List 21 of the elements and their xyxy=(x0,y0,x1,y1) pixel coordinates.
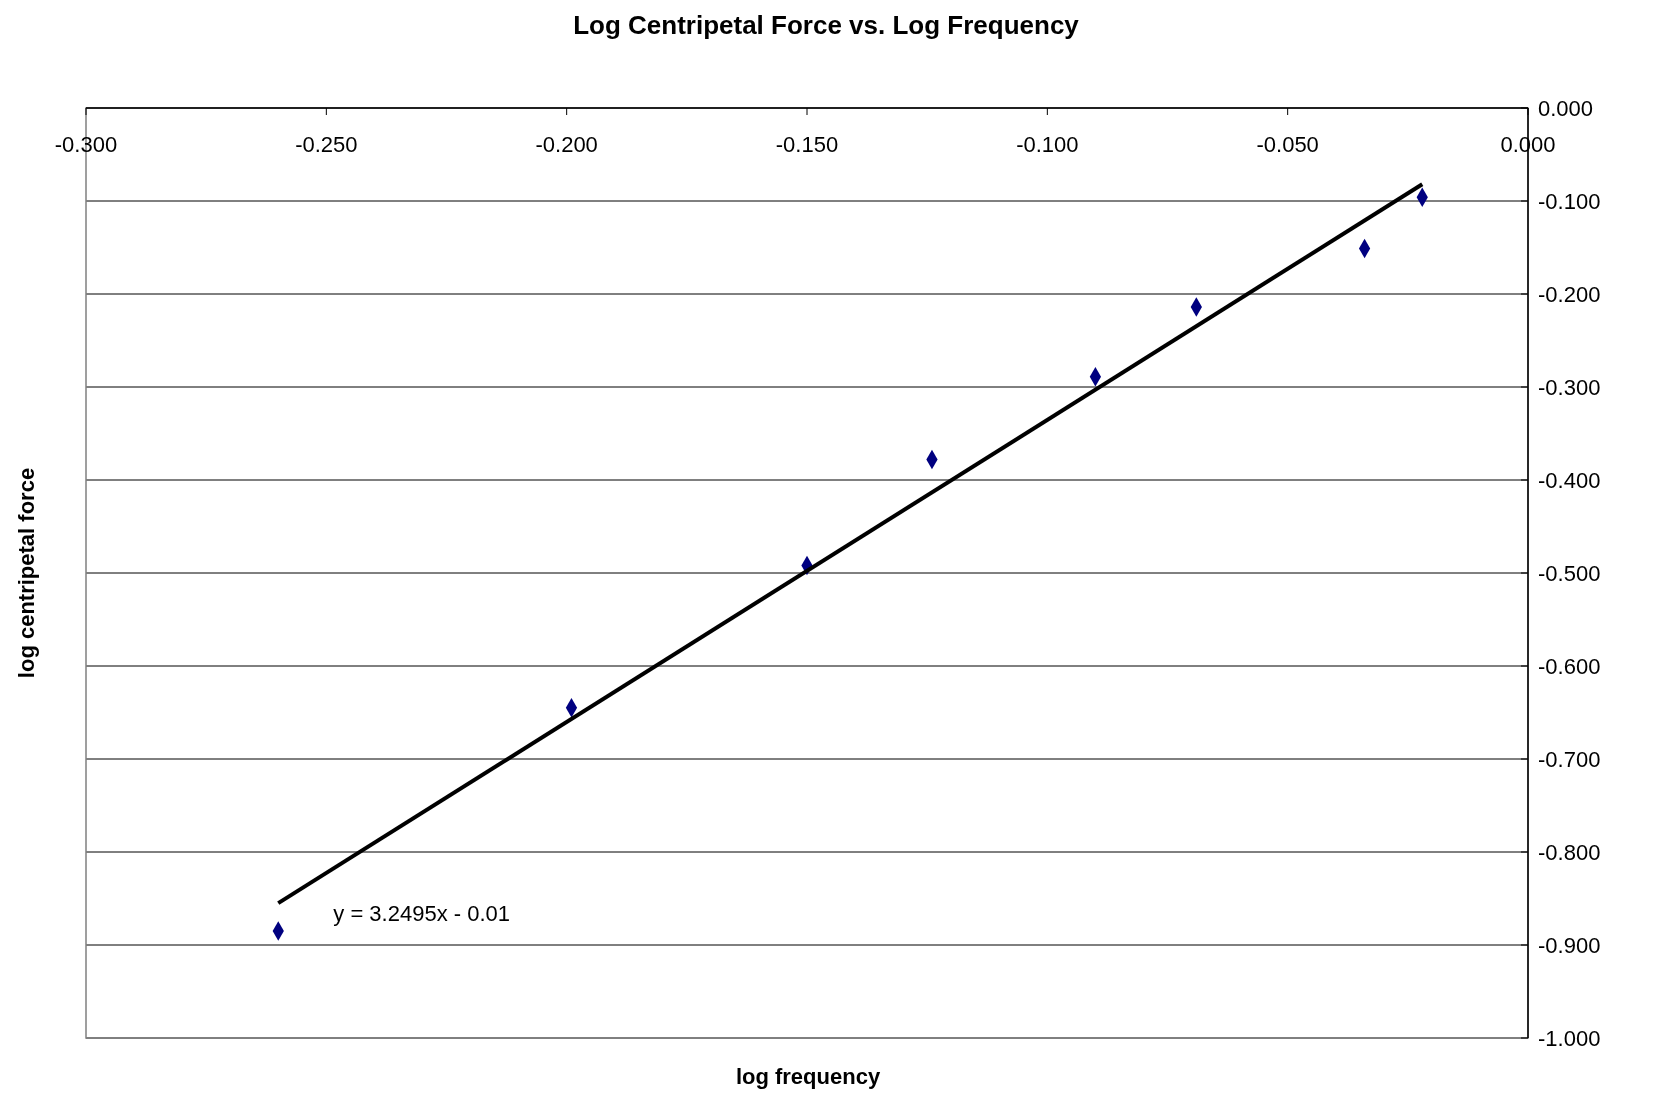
y-tick-label: -0.800 xyxy=(1538,840,1601,865)
x-tick-label: -0.150 xyxy=(775,132,839,157)
y-tick-label: -0.200 xyxy=(1538,282,1601,307)
x-tick-label: -0.100 xyxy=(1016,132,1079,157)
y-tick-label: 0.000 xyxy=(1538,96,1594,121)
chart-title: Log Centripetal Force vs. Log Frequency xyxy=(573,10,1080,40)
y-tick-label: -0.400 xyxy=(1538,468,1601,493)
y-tick-label: -0.100 xyxy=(1538,189,1601,214)
y-tick-label: -0.700 xyxy=(1538,747,1601,772)
y-tick-label: -0.900 xyxy=(1538,933,1601,958)
x-axis-title: log frequency xyxy=(735,1064,881,1089)
x-tick-label: -0.050 xyxy=(1256,132,1319,157)
y-tick-label: -0.600 xyxy=(1538,654,1601,679)
x-tick-label: -0.200 xyxy=(535,132,598,157)
y-tick-label: -0.300 xyxy=(1538,375,1601,400)
y-axis-title: log centripetal force xyxy=(14,467,39,679)
y-tick-label: -0.500 xyxy=(1538,561,1601,586)
x-tick-label: -0.300 xyxy=(54,132,118,157)
x-tick-label: -0.250 xyxy=(295,132,358,157)
y-tick-label: -1.000 xyxy=(1538,1026,1601,1051)
annotation: y = 3.2495x - 0.01 xyxy=(333,901,510,927)
